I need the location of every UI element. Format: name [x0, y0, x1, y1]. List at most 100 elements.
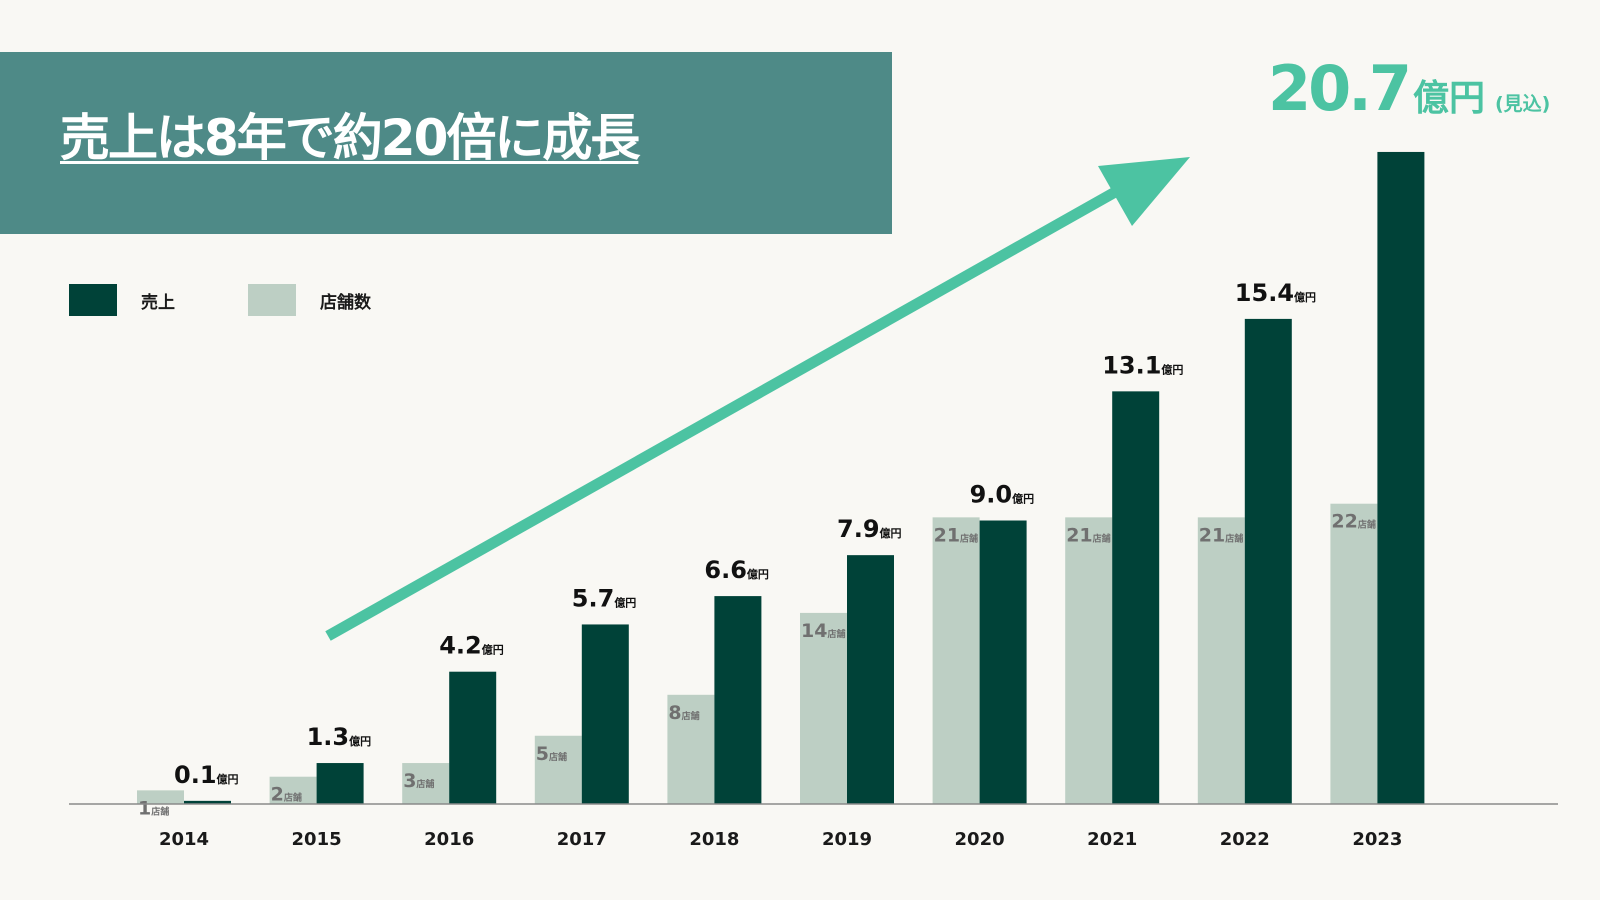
store-bar-2019: [800, 612, 847, 804]
sales-bar-2015: [316, 763, 364, 804]
growth-arrow-head: [1098, 157, 1190, 226]
x-tick-label-2019: 2019: [822, 829, 872, 850]
legend-item-sales: 売上: [69, 284, 175, 316]
legend-item-stores: 店舗数: [248, 284, 371, 316]
sales-label-unit-2020: 億円: [1012, 492, 1034, 506]
x-tick-label-2018: 2018: [689, 829, 739, 850]
sales-bar-2020: [979, 520, 1027, 804]
sales-label-2019: 7.9億円: [837, 515, 902, 543]
sales-label-unit-2015: 億円: [349, 734, 371, 748]
sales-label-unit-2014: 億円: [217, 772, 239, 786]
store-label-unit-2020: 店舗: [960, 532, 978, 544]
store-label-value-2018: 8: [668, 702, 681, 724]
sales-label-value-2014: 0.1: [174, 761, 217, 789]
sales-bar-2018: [714, 596, 762, 804]
sales-label-value-2016: 4.2: [439, 632, 482, 660]
store-label-unit-2021: 店舗: [1093, 532, 1111, 544]
store-label-value-2016: 3: [403, 770, 416, 792]
growth-arrow-shaft: [325, 173, 1143, 641]
store-bar-2020: [932, 517, 980, 804]
headline-note: (見込): [1495, 93, 1551, 115]
sales-bar-2016: [449, 671, 497, 804]
sales-label-unit-2022: 億円: [1294, 290, 1316, 304]
sales-label-unit-2018: 億円: [747, 567, 769, 581]
store-label-2021: 21店舗: [1066, 524, 1110, 546]
x-tick-label-2015: 2015: [292, 829, 342, 850]
store-label-2014: 1店舗: [138, 797, 169, 819]
headline-unit: 億円: [1412, 78, 1485, 119]
x-tick-label-2020: 2020: [955, 829, 1005, 850]
sales-label-value-2017: 5.7: [572, 584, 615, 612]
sales-label-unit-2016: 億円: [482, 643, 504, 657]
store-bar-2021: [1065, 517, 1113, 804]
x-tick-label-2021: 2021: [1087, 829, 1137, 850]
store-label-2019: 14店舗: [801, 620, 845, 642]
x-tick-label-2014: 2014: [159, 829, 209, 850]
sales-bar-2021: [1112, 391, 1160, 804]
store-label-value-2019: 14: [801, 620, 827, 642]
store-label-unit-2019: 店舗: [827, 628, 845, 640]
store-bar-2022: [1197, 517, 1245, 804]
store-label-value-2017: 5: [536, 743, 549, 765]
x-tick-label-2016: 2016: [424, 829, 474, 850]
title-banner: [0, 52, 892, 234]
legend-swatch-sales: [69, 284, 117, 316]
store-label-value-2015: 2: [271, 784, 284, 806]
sales-label-2017: 5.7億円: [572, 584, 637, 612]
headline-number: 20.7: [1268, 52, 1412, 125]
store-label-2022: 21店舗: [1199, 524, 1243, 546]
sales-label-2015: 1.3億円: [307, 723, 372, 751]
store-label-value-2014: 1: [138, 797, 151, 819]
store-label-unit-2015: 店舗: [284, 792, 302, 804]
sales-bar-2019: [847, 555, 894, 804]
store-label-unit-2017: 店舗: [549, 751, 567, 763]
sales-label-2021: 13.1億円: [1102, 351, 1183, 379]
sales-label-unit-2019: 億円: [880, 526, 902, 540]
x-tick-label-2023: 2023: [1352, 829, 1402, 850]
store-label-unit-2016: 店舗: [416, 778, 434, 790]
sales-bar-2014: [184, 800, 231, 804]
sales-label-2014: 0.1億円: [174, 761, 239, 789]
x-tick-label-2017: 2017: [557, 829, 607, 850]
store-label-unit-2014: 店舗: [151, 805, 169, 817]
store-label-value-2023: 22: [1331, 511, 1357, 533]
legend-swatch-stores: [248, 284, 296, 316]
legend-label-sales: 売上: [141, 292, 175, 313]
store-label-2016: 3店舗: [403, 770, 434, 792]
x-tick-label-2022: 2022: [1220, 829, 1270, 850]
sales-label-value-2021: 13.1: [1102, 351, 1161, 379]
store-label-value-2021: 21: [1066, 524, 1092, 546]
sales-label-value-2018: 6.6: [704, 556, 747, 584]
store-bar-2018: [667, 694, 715, 804]
store-bar-2016: [402, 763, 450, 804]
sales-label-2016: 4.2億円: [439, 632, 504, 660]
store-label-2015: 2店舗: [271, 784, 302, 806]
sales-label-unit-2021: 億円: [1161, 362, 1183, 376]
sales-label-value-2015: 1.3: [307, 723, 350, 751]
sales-label-value-2020: 9.0: [970, 481, 1013, 509]
store-bar-2014: [137, 790, 184, 804]
sales-label-value-2022: 15.4: [1235, 279, 1294, 307]
store-bar-2017: [534, 735, 582, 804]
sales-label-2022: 15.4億円: [1235, 279, 1316, 307]
store-label-unit-2018: 店舗: [682, 710, 700, 722]
sales-bar-2023: [1377, 151, 1425, 804]
store-bar-2015: [269, 776, 317, 804]
store-label-2018: 8店舗: [668, 702, 699, 724]
sales-bar-2022: [1244, 318, 1292, 804]
sales-bar-2017: [581, 624, 629, 804]
sales-label-2020: 9.0億円: [970, 481, 1035, 509]
page-title: 売上は8年で約20倍に成長: [60, 109, 640, 167]
store-label-value-2020: 21: [934, 524, 960, 546]
store-label-2023: 22店舗: [1331, 511, 1375, 533]
store-label-unit-2023: 店舗: [1358, 519, 1376, 531]
store-label-2017: 5店舗: [536, 743, 567, 765]
legend-label-stores: 店舗数: [320, 292, 371, 313]
store-bar-2023: [1330, 503, 1378, 804]
store-label-value-2022: 21: [1199, 524, 1225, 546]
sales-label-2018: 6.6億円: [704, 556, 769, 584]
sales-label-value-2019: 7.9: [837, 515, 880, 543]
headline-value: 20.7 億円 (見込): [1268, 52, 1550, 125]
store-label-2020: 21店舗: [934, 524, 978, 546]
